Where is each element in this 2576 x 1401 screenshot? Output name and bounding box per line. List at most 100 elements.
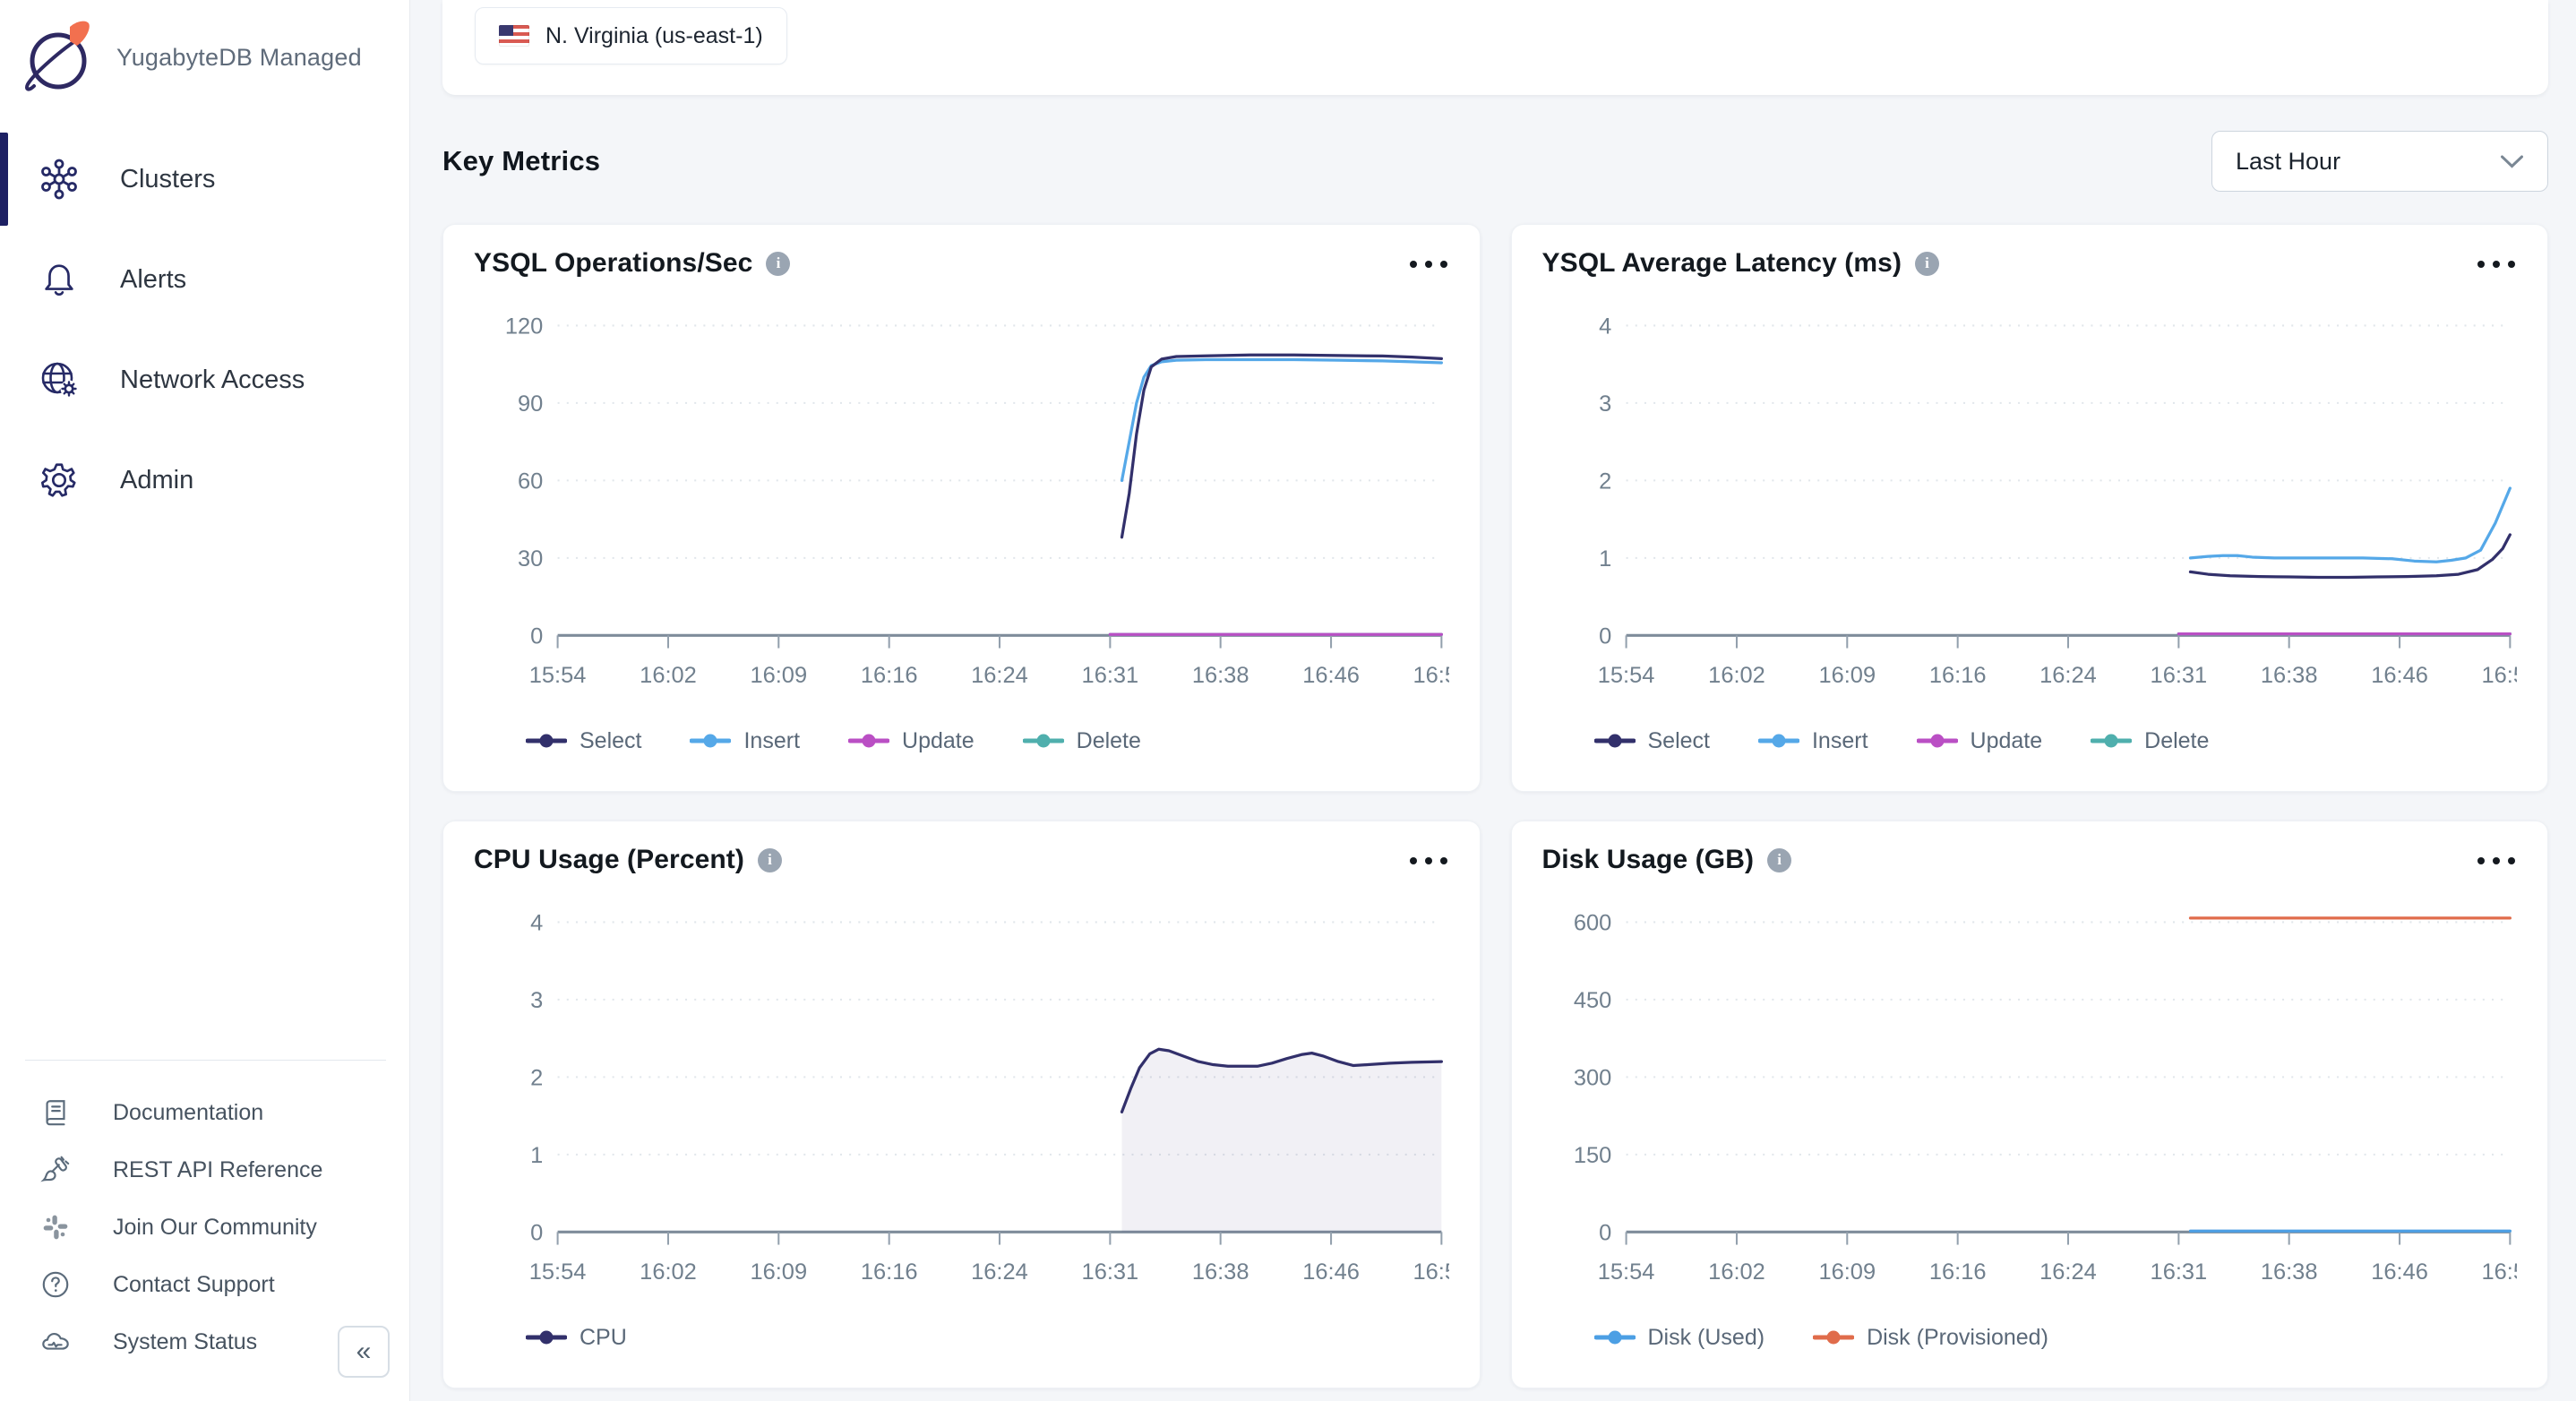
svg-text:16:31: 16:31 — [1082, 1259, 1139, 1285]
cpu-usage-area-chart: 0123415:5416:0216:0916:1616:2416:3116:38… — [474, 898, 1449, 1311]
more-options-button[interactable] — [1408, 248, 1449, 280]
brand-name: YugabyteDB Managed — [116, 44, 362, 72]
svg-text:0: 0 — [1599, 1220, 1611, 1245]
chart-card-disk-usage: Disk Usage (GB) i 015030045060015:5416:0… — [1511, 821, 2549, 1388]
legend-item[interactable]: Select — [1594, 728, 1710, 754]
info-icon[interactable]: i — [1767, 848, 1791, 872]
page-title: Key Metrics — [442, 145, 600, 177]
legend-item[interactable]: Update — [1917, 728, 2043, 754]
svg-text:3: 3 — [530, 988, 543, 1013]
footer-item-label: REST API Reference — [113, 1157, 322, 1183]
info-icon[interactable]: i — [758, 848, 782, 872]
legend-label: Disk (Provisioned) — [1867, 1325, 2048, 1351]
chart-legend: CPU — [526, 1325, 1449, 1351]
legend-label: Select — [1648, 728, 1710, 754]
svg-text:16:54: 16:54 — [1413, 1259, 1449, 1285]
svg-text:150: 150 — [1573, 1143, 1610, 1168]
legend-marker-icon — [1594, 734, 1636, 748]
legend-item[interactable]: Update — [848, 728, 975, 754]
legend-item[interactable]: Insert — [1758, 728, 1868, 754]
svg-text:2: 2 — [1599, 469, 1611, 494]
svg-text:16:02: 16:02 — [640, 663, 697, 688]
yugabyte-logo-icon — [16, 14, 102, 100]
us-flag-icon — [499, 25, 529, 47]
sidebar: YugabyteDB Managed Clusters — [0, 0, 410, 1401]
svg-text:16:09: 16:09 — [1818, 663, 1876, 688]
svg-text:16:16: 16:16 — [861, 1259, 918, 1285]
legend-item[interactable]: Delete — [2091, 728, 2209, 754]
svg-text:30: 30 — [518, 546, 543, 572]
svg-text:16:46: 16:46 — [1302, 1259, 1360, 1285]
sidebar-item-network-access[interactable]: Network Access — [0, 330, 409, 430]
brand: YugabyteDB Managed — [0, 0, 409, 113]
footer-item-label: System Status — [113, 1329, 257, 1355]
time-range-select[interactable]: Last Hour — [2211, 131, 2548, 192]
svg-text:450: 450 — [1573, 988, 1610, 1013]
footer-item-community[interactable]: Join Our Community — [0, 1199, 409, 1256]
legend-label: Insert — [1812, 728, 1868, 754]
svg-text:16:38: 16:38 — [1192, 663, 1249, 688]
sidebar-collapse-button[interactable]: « — [338, 1326, 390, 1378]
sidebar-item-admin[interactable]: Admin — [0, 430, 409, 530]
svg-text:16:16: 16:16 — [1928, 663, 1986, 688]
sidebar-item-label: Network Access — [120, 365, 305, 395]
footer-item-rest-api[interactable]: REST API Reference — [0, 1141, 409, 1199]
svg-text:15:54: 15:54 — [529, 663, 587, 688]
divider — [25, 1060, 386, 1061]
chart-card-cpu-usage: CPU Usage (Percent) i 0123415:5416:0216:… — [442, 821, 1481, 1388]
legend-item[interactable]: Disk (Used) — [1594, 1325, 1765, 1351]
slack-icon — [39, 1211, 72, 1243]
svg-text:16:09: 16:09 — [750, 1259, 807, 1285]
footer-item-label: Join Our Community — [113, 1215, 317, 1241]
globe-gear-icon — [38, 358, 81, 401]
legend-marker-icon — [526, 734, 567, 748]
chart-legend: Select Insert Update Delete — [526, 728, 1449, 754]
svg-text:16:54: 16:54 — [1413, 663, 1449, 688]
sidebar-item-clusters[interactable]: Clusters — [0, 129, 409, 229]
time-range-value: Last Hour — [2236, 148, 2340, 176]
collapse-chevrons-icon: « — [356, 1337, 372, 1367]
sidebar-item-label: Alerts — [120, 265, 186, 295]
region-chip[interactable]: N. Virginia (us-east-1) — [475, 7, 787, 64]
more-options-button[interactable] — [1408, 845, 1449, 877]
chart-title: YSQL Operations/Sec — [474, 248, 752, 279]
footer-item-documentation[interactable]: Documentation — [0, 1084, 409, 1141]
more-options-button[interactable] — [2476, 248, 2517, 280]
svg-text:120: 120 — [505, 314, 543, 340]
region-chip-label: N. Virginia (us-east-1) — [545, 23, 763, 49]
sidebar-item-alerts[interactable]: Alerts — [0, 229, 409, 330]
svg-text:0: 0 — [530, 1220, 543, 1245]
legend-marker-icon — [848, 734, 889, 748]
legend-item[interactable]: Insert — [690, 728, 800, 754]
svg-text:16:46: 16:46 — [2371, 663, 2428, 688]
svg-text:1: 1 — [530, 1143, 543, 1168]
chart-legend: Disk (Used) Disk (Provisioned) — [1594, 1325, 2518, 1351]
gear-icon — [38, 459, 81, 502]
info-icon[interactable]: i — [1915, 252, 1939, 276]
svg-text:16:38: 16:38 — [1192, 1259, 1249, 1285]
book-icon — [39, 1096, 72, 1129]
legend-item[interactable]: Disk (Provisioned) — [1813, 1325, 2048, 1351]
svg-text:16:09: 16:09 — [750, 663, 807, 688]
info-icon[interactable]: i — [766, 252, 790, 276]
main-content: N. Virginia (us-east-1) Key Metrics Last… — [410, 0, 2576, 1401]
legend-item[interactable]: Select — [526, 728, 641, 754]
more-options-button[interactable] — [2476, 845, 2517, 877]
svg-text:60: 60 — [518, 469, 543, 494]
svg-text:16:16: 16:16 — [861, 663, 918, 688]
sidebar-nav: Clusters Alerts — [0, 129, 409, 530]
chart-title: CPU Usage (Percent) — [474, 845, 744, 875]
svg-text:90: 90 — [518, 391, 543, 417]
legend-item[interactable]: Delete — [1023, 728, 1141, 754]
svg-text:1: 1 — [1599, 546, 1611, 572]
svg-text:16:31: 16:31 — [1082, 663, 1139, 688]
legend-marker-icon — [1813, 1330, 1854, 1345]
svg-text:16:24: 16:24 — [2039, 663, 2097, 688]
legend-marker-icon — [526, 1330, 567, 1345]
legend-marker-icon — [1758, 734, 1799, 748]
svg-text:300: 300 — [1573, 1066, 1610, 1091]
legend-label: Delete — [2144, 728, 2209, 754]
footer-item-support[interactable]: Contact Support — [0, 1256, 409, 1313]
legend-item[interactable]: CPU — [526, 1325, 627, 1351]
chart-card-ysql-latency: YSQL Average Latency (ms) i 0123415:5416… — [1511, 224, 2549, 792]
